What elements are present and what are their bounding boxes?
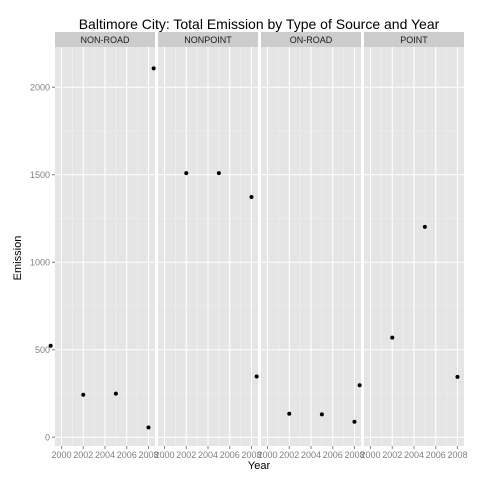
facet-panel: NONPOINT 2000 2002 2004 2006 2008 [151,32,261,460]
y-tick-label: 2000 [30,82,50,92]
data-point [48,343,53,348]
facet-panel: ON-ROAD 2000 2002 2004 2006 2008 [254,32,364,460]
facet-strip [158,32,258,47]
data-point [287,411,292,416]
facet-strip [55,32,155,47]
x-tick-label: 2002 [73,450,93,460]
facet-strip-label: NON-ROAD [81,35,130,45]
y-tick-label: 0 [45,432,50,442]
x-tick-label: 2000 [258,450,278,460]
x-tick-label: 2008 [447,450,467,460]
x-tick-label: 2000 [361,450,381,460]
data-point [81,392,86,397]
data-point [151,66,156,71]
chart-title: Baltimore City: Total Emission by Type o… [79,16,440,32]
x-tick-label: 2008 [138,450,158,460]
facet-strip-label: POINT [400,35,428,45]
facet-panel: POINT 2000 2002 2004 2006 2008 [357,32,467,460]
data-point [352,419,357,424]
x-tick-label: 2004 [198,450,218,460]
data-point [216,171,221,176]
data-point [422,224,427,229]
x-tick-label: 2006 [117,450,137,460]
data-point [254,374,259,379]
x-tick-label: 2002 [382,450,402,460]
facet-panel: NON-ROAD 2000 2002 2004 2006 2008 [48,32,158,460]
data-point [113,391,118,396]
x-tick-label: 2004 [301,450,321,460]
x-tick-label: 2000 [155,450,175,460]
x-tick-label: 2004 [404,450,424,460]
data-point [319,412,324,417]
x-tick-label: 2006 [220,450,240,460]
data-point [184,171,189,176]
x-tick-label: 2006 [323,450,343,460]
data-point [249,194,254,199]
y-tick-label: 1000 [30,257,50,267]
x-axis-label: Year [248,460,271,472]
data-point [146,425,151,430]
facet-strip [364,32,464,47]
facet-strip-label: ON-ROAD [290,35,333,45]
y-axis-label: Emission [12,236,24,281]
y-axis: 0 500 1000 1500 2000 [30,82,55,442]
y-tick-label: 1500 [30,170,50,180]
x-tick-label: 2002 [176,450,196,460]
x-tick-label: 2006 [426,450,446,460]
x-tick-label: 2002 [279,450,299,460]
facet-strip-label: NONPOINT [184,35,232,45]
data-point [455,374,460,379]
x-tick-label: 2008 [344,450,364,460]
x-tick-label: 2000 [52,450,72,460]
data-point [357,383,362,388]
facet-strip [261,32,361,47]
data-point [390,335,395,340]
y-tick-label: 500 [35,345,50,355]
x-tick-label: 2004 [95,450,115,460]
x-tick-label: 2008 [241,450,261,460]
